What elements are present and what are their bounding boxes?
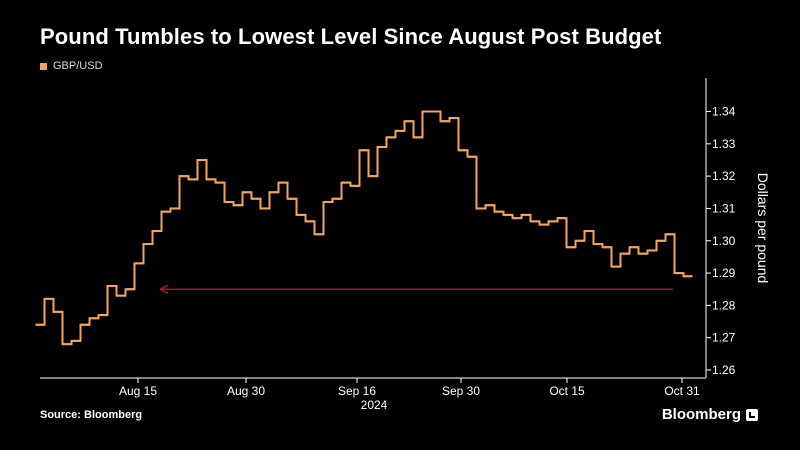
y-tick-label: 1.26 — [712, 363, 736, 377]
y-tick-label: 1.32 — [712, 169, 736, 183]
x-tick-label: Sep 30 — [442, 384, 480, 398]
arrow-head — [159, 284, 169, 294]
bloomberg-logo: Bloomberg — [662, 406, 758, 423]
chart-badge-icon — [746, 408, 758, 421]
y-tick-label: 1.30 — [712, 234, 736, 248]
y-tick-label: 1.31 — [712, 201, 736, 215]
series-gbp-usd — [35, 110, 693, 346]
x-axis: Aug 15 Aug 30 Sep 16 Sep 30 Oct 15 Oct 31 2024 — [40, 377, 706, 412]
chart-title: Pound Tumbles to Lowest Level Since Augu… — [40, 24, 662, 49]
brand-name: Bloomberg — [661, 406, 741, 423]
y-axis: 1.26 1.27 1.28 1.29 1.30 1.31 1.32 1.33 1.34 Doll… — [705, 78, 771, 378]
series-line-gbp-usd — [35, 110, 693, 346]
support-arrow — [159, 284, 673, 294]
source-note: Source: Bloomberg — [40, 409, 143, 421]
x-tick-label: Aug 30 — [227, 384, 265, 398]
y-tick-label: 1.28 — [712, 298, 736, 312]
x-tick-label: Sep 16 — [338, 384, 376, 398]
legend-label: GBP/USD — [53, 60, 103, 72]
legend-swatch — [40, 62, 47, 70]
y-tick-label: 1.34 — [712, 105, 736, 119]
x-tick-label: Aug 15 — [119, 384, 157, 398]
y-tick-label: 1.33 — [712, 137, 736, 151]
x-tick-label: Oct 31 — [664, 384, 700, 398]
x-year-label: 2024 — [361, 398, 388, 412]
y-axis-title: Dollars per pound — [755, 173, 771, 284]
y-tick-label: 1.27 — [712, 331, 736, 345]
x-tick-label: Oct 15 — [549, 384, 585, 398]
legend: GBP/USD — [40, 60, 103, 72]
y-tick-label: 1.29 — [712, 266, 736, 280]
